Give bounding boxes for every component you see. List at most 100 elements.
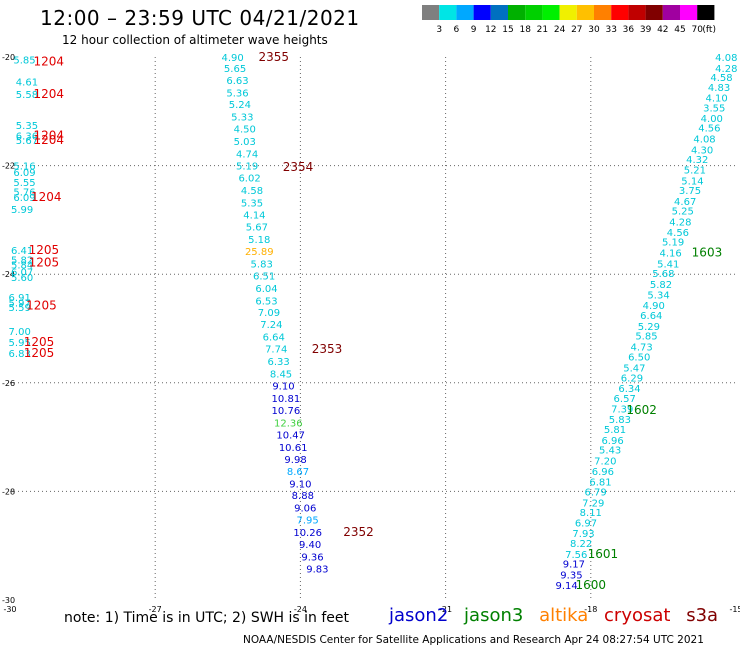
wave-height-label: 5.34 bbox=[647, 290, 669, 301]
wave-height-label: 5.18 bbox=[248, 235, 270, 246]
wave-height-label: 4.16 bbox=[660, 248, 682, 259]
wave-height-label: 4.28 bbox=[715, 64, 737, 75]
wave-height-label: 4.58 bbox=[241, 186, 263, 197]
colorbar-tick-label: 6 bbox=[454, 25, 460, 35]
wave-height-label: 5.81 bbox=[604, 425, 626, 436]
wave-height-label: 6.07 bbox=[11, 267, 33, 278]
wave-height-label: 4.90 bbox=[643, 301, 665, 312]
wave-height-label: 5.95 bbox=[9, 338, 31, 349]
legend-jason3: jason3 bbox=[464, 605, 524, 626]
colorbar-swatch bbox=[680, 5, 698, 20]
time-label: 2352 bbox=[343, 525, 374, 539]
wave-height-label: 8.22 bbox=[570, 539, 592, 550]
legend-jason2: jason2 bbox=[389, 605, 449, 626]
wave-height-label: 9.83 bbox=[306, 565, 328, 576]
colorbar-swatch bbox=[542, 5, 560, 20]
time-label: 1601 bbox=[588, 547, 619, 561]
wave-height-label: 6.57 bbox=[614, 394, 636, 405]
x-tick-label: -27 bbox=[149, 605, 162, 614]
wave-height-label: 4.58 bbox=[710, 73, 732, 84]
colorbar-swatch bbox=[697, 5, 715, 20]
colorbar-swatch bbox=[662, 5, 680, 20]
wave-height-label: 6.29 bbox=[621, 373, 643, 384]
wave-height-label: 9.40 bbox=[299, 540, 321, 551]
wave-height-label: 9.14 bbox=[555, 581, 577, 592]
x-tick-label: -24 bbox=[294, 605, 307, 614]
time-label: 1204 bbox=[33, 129, 64, 143]
wave-height-label: 4.30 bbox=[691, 145, 713, 156]
time-label: 1205 bbox=[26, 299, 57, 313]
y-tick-label: -30 bbox=[2, 596, 15, 605]
wave-height-label: 6.96 bbox=[592, 467, 614, 478]
wave-height-label: 25.89 bbox=[245, 247, 274, 258]
wave-height-label: 5.82 bbox=[11, 256, 33, 267]
wave-height-label: 4.56 bbox=[698, 124, 720, 135]
time-label: 1600 bbox=[576, 578, 607, 592]
x-tick-label: -15 bbox=[729, 605, 740, 614]
wave-height-label: 4.32 bbox=[686, 155, 708, 166]
colorbar-tick-label: 27 bbox=[571, 25, 582, 35]
wave-height-label: 7.00 bbox=[9, 327, 31, 338]
colorbar-tick-label: 21 bbox=[537, 25, 548, 35]
wave-height-label: 7.24 bbox=[260, 320, 282, 331]
x-tick-label: -30 bbox=[3, 605, 16, 614]
satellite-legend: jason2 jason3 altika cryosat s3a bbox=[389, 605, 728, 626]
colorbar-swatch bbox=[456, 5, 474, 20]
wave-height-label: 5.35 bbox=[16, 121, 38, 132]
wave-height-label: 5.76 bbox=[13, 188, 35, 199]
time-label: 1603 bbox=[692, 245, 723, 259]
wave-height-label: 4.73 bbox=[630, 342, 652, 353]
wave-height-label: 5.85 bbox=[13, 56, 35, 67]
wave-height-label: 6.33 bbox=[267, 357, 289, 368]
wave-height-label: 9.36 bbox=[301, 553, 323, 564]
wave-height-label: 6.91 bbox=[9, 293, 31, 304]
wave-height-label: 5.99 bbox=[11, 205, 33, 216]
wave-height-label: 5.14 bbox=[681, 176, 703, 187]
wave-height-label: 6.81 bbox=[589, 478, 611, 489]
wave-height-label: 4.56 bbox=[667, 228, 689, 239]
wave-height-label: 5.35 bbox=[241, 199, 263, 210]
x-tick-label: -21 bbox=[439, 605, 452, 614]
wave-height-label: 7.74 bbox=[265, 345, 287, 356]
y-tick-label: -26 bbox=[2, 379, 15, 388]
wave-height-label: 7.56 bbox=[565, 550, 587, 561]
wave-height-label: 9.06 bbox=[294, 504, 316, 515]
colorbar-tick-label: 33 bbox=[605, 25, 616, 35]
wave-height-label: 4.00 bbox=[701, 114, 723, 125]
x-tick-label: -18 bbox=[584, 605, 597, 614]
wave-height-label: 5.21 bbox=[684, 165, 706, 176]
wave-height-label: 6.09 bbox=[13, 193, 35, 204]
wave-height-label: 5.29 bbox=[638, 322, 660, 333]
wave-height-label: 5.19 bbox=[662, 238, 684, 249]
wave-height-label: 7.29 bbox=[582, 498, 604, 509]
wave-height-label: 10.81 bbox=[272, 394, 301, 405]
wave-height-label: 6.50 bbox=[628, 353, 650, 364]
wave-height-label: 9.10 bbox=[272, 382, 294, 393]
wave-height-label: 6.53 bbox=[255, 296, 277, 307]
wave-height-label: 7.95 bbox=[297, 516, 319, 527]
colorbar-tick-label: 18 bbox=[519, 25, 531, 35]
time-label: 1204 bbox=[33, 87, 64, 101]
wave-height-label: 5.03 bbox=[234, 137, 256, 148]
wave-height-label: 5.82 bbox=[650, 280, 672, 291]
colorbar-tick-label: 9 bbox=[471, 25, 477, 35]
wave-height-label: 5.97 bbox=[9, 298, 31, 309]
wave-height-label: 4.08 bbox=[715, 53, 737, 64]
colorbar-swatch bbox=[611, 5, 629, 20]
colorbar-tick-label: 42 bbox=[657, 25, 668, 35]
wave-height-label: 5.65 bbox=[224, 64, 246, 75]
colorbar-tick-label: 12 bbox=[485, 25, 496, 35]
colorbar-tick-label: 45 bbox=[674, 25, 685, 35]
page-subtitle: 12 hour collection of altimeter wave hei… bbox=[62, 33, 328, 47]
colorbar-tick-label: 70 bbox=[691, 25, 703, 35]
wave-height-label: 5.55 bbox=[13, 178, 35, 189]
time-label: 1205 bbox=[29, 255, 60, 269]
colorbar-swatch bbox=[525, 5, 543, 20]
time-label: 1205 bbox=[29, 243, 60, 257]
wave-height-label: 6.64 bbox=[640, 311, 662, 322]
time-label: 1602 bbox=[626, 403, 657, 417]
time-label: 1204 bbox=[33, 133, 64, 147]
time-label: 1204 bbox=[33, 54, 64, 68]
wave-height-label: 5.36 bbox=[226, 88, 248, 99]
y-tick-label: -20 bbox=[2, 53, 15, 62]
